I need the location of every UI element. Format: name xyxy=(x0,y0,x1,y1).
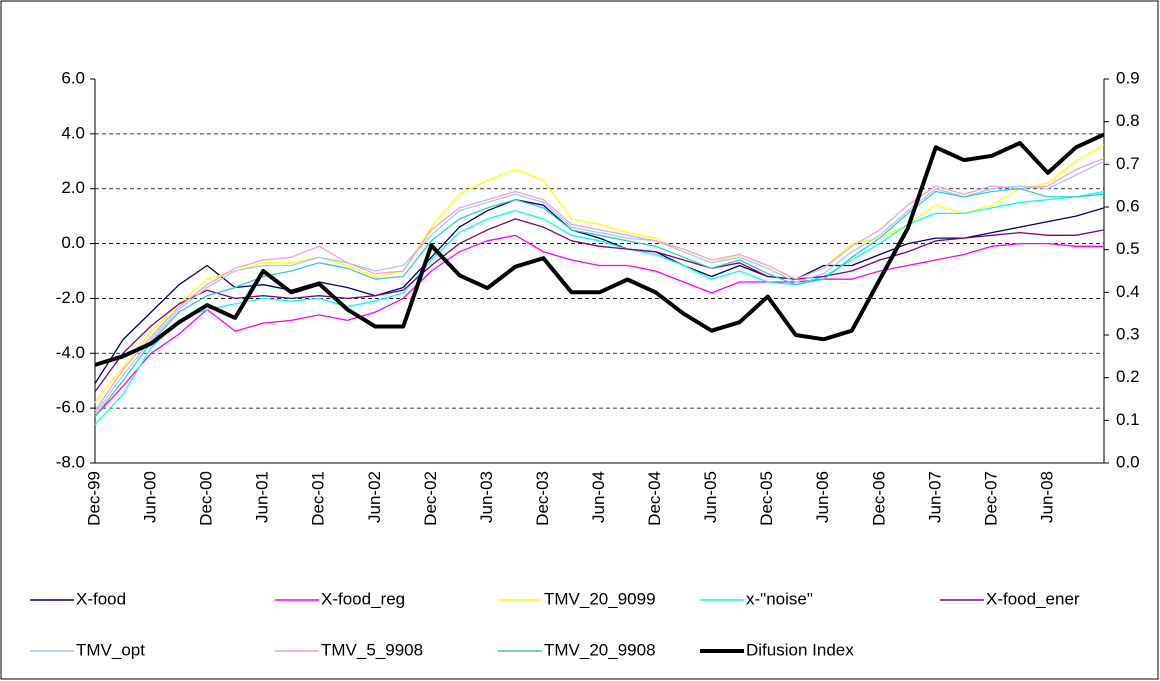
x-tick-label: Jun-03 xyxy=(477,471,496,523)
x-tick-label: Jun-00 xyxy=(141,471,160,523)
y2-tick-label: 0.4 xyxy=(1116,282,1140,301)
x-tick-label: Jun-02 xyxy=(365,471,384,523)
y-tick-label: 4.0 xyxy=(61,123,85,142)
x-tick-label: Dec-07 xyxy=(981,471,1000,526)
y-tick-label: -6.0 xyxy=(56,398,85,417)
x-tick-label: Dec-04 xyxy=(645,471,664,526)
series-line xyxy=(94,160,1105,414)
y2-tick-label: 0.0 xyxy=(1116,452,1140,471)
legend-label: X-food_ener xyxy=(986,589,1080,608)
series-line xyxy=(94,199,1105,384)
x-tick-label: Dec-03 xyxy=(533,471,552,526)
x-tick-label: Jun-08 xyxy=(1037,471,1056,523)
x-tick-label: Jun-06 xyxy=(813,471,832,523)
y2-tick-label: 0.5 xyxy=(1116,239,1140,258)
legend-label: TMV_5_9908 xyxy=(321,640,423,659)
legend-label: x-"noise" xyxy=(746,589,813,608)
y-tick-label: -2.0 xyxy=(56,288,85,307)
series-line xyxy=(94,218,1105,393)
x-tick-label: Dec-02 xyxy=(421,471,440,526)
x-tick-label: Dec-05 xyxy=(757,471,776,526)
x-tick-label: Jun-07 xyxy=(925,471,944,523)
y2-tick-label: 0.3 xyxy=(1116,324,1140,343)
series-line xyxy=(94,157,1105,412)
legend-label: TMV_opt xyxy=(76,640,145,659)
y2-tick-label: 0.8 xyxy=(1116,111,1140,130)
series-line xyxy=(94,190,1105,426)
legend-label: X-food xyxy=(76,589,126,608)
series-line xyxy=(94,188,1105,417)
x-tick-label: Jun-01 xyxy=(253,471,272,523)
series-line xyxy=(94,132,1105,367)
series-line xyxy=(94,234,1104,417)
y-tick-label: 6.0 xyxy=(61,68,85,87)
y2-tick-label: 0.7 xyxy=(1116,154,1140,173)
x-tick-label: Dec-01 xyxy=(309,471,328,526)
x-tick-label: Dec-99 xyxy=(84,471,103,526)
y2-tick-label: 0.1 xyxy=(1116,410,1140,429)
x-tick-label: Jun-05 xyxy=(701,471,720,523)
y-tick-label: -8.0 xyxy=(56,452,85,471)
y-tick-label: 2.0 xyxy=(61,178,85,197)
x-tick-label: Jun-04 xyxy=(589,471,608,523)
y-tick-label: 0.0 xyxy=(61,233,85,252)
y2-tick-label: 0.9 xyxy=(1116,68,1140,87)
legend-label: Difusion Index xyxy=(746,640,854,659)
y-tick-label: -4.0 xyxy=(56,343,85,362)
legend-label: TMV_20_9099 xyxy=(544,589,656,608)
legend-label: TMV_20_9908 xyxy=(544,640,656,659)
y2-tick-label: 0.2 xyxy=(1116,367,1140,386)
legend-label: X-food_reg xyxy=(321,589,405,608)
series-line xyxy=(94,144,1105,404)
x-tick-label: Dec-06 xyxy=(869,471,888,526)
y2-tick-label: 0.6 xyxy=(1116,196,1140,215)
x-tick-label: Dec-00 xyxy=(197,471,216,526)
